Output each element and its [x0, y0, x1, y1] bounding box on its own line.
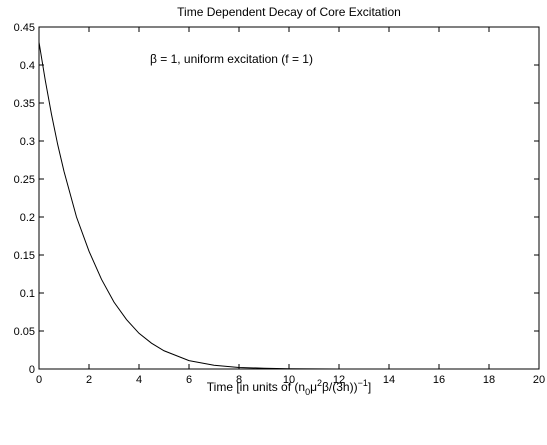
- annotation: β = 1, uniform excitation (f = 1): [150, 52, 313, 66]
- y-tick-label: 0.4: [20, 60, 35, 72]
- x-tick-label: 16: [433, 374, 445, 386]
- y-tick-label: 0.45: [14, 22, 35, 34]
- y-tick-label: 0.15: [14, 250, 35, 262]
- y-tick-label: 0.05: [14, 326, 35, 338]
- y-tick-label: 0.25: [14, 174, 35, 186]
- y-tick-label: 0.35: [14, 98, 35, 110]
- x-axis-label: Time [in units of (n0μ2β/(3h))−1]: [207, 378, 371, 397]
- y-tick-label: 0: [29, 364, 35, 376]
- x-tick-label: 8: [236, 374, 242, 386]
- y-tick-label: 0.3: [20, 136, 35, 148]
- x-tick-label: 18: [483, 374, 495, 386]
- x-tick-label: 10: [283, 374, 295, 386]
- x-tick-label: 12: [333, 374, 345, 386]
- x-tick-label: 6: [186, 374, 192, 386]
- plot-frame: [38, 26, 540, 370]
- x-tick-label: 14: [383, 374, 395, 386]
- x-tick-label: 20: [533, 374, 545, 386]
- x-tick-label: 4: [136, 374, 142, 386]
- x-label-part: β/(3h)): [322, 380, 358, 394]
- x-tick-label: 0: [36, 374, 42, 386]
- x-label-part: ]: [368, 380, 371, 394]
- x-label-part: 2: [317, 378, 322, 388]
- x-label-part: 0: [305, 387, 310, 397]
- chart-title: Time Dependent Decay of Core Excitation: [177, 5, 401, 19]
- x-tick-label: 2: [86, 374, 92, 386]
- x-label-part: μ: [310, 380, 317, 394]
- y-tick-label: 0.1: [20, 288, 35, 300]
- x-label-part: −1: [358, 378, 368, 388]
- data-line: [38, 42, 539, 370]
- y-tick-label: 0.2: [20, 212, 35, 224]
- x-label-part: Time [in units of (n: [207, 380, 305, 394]
